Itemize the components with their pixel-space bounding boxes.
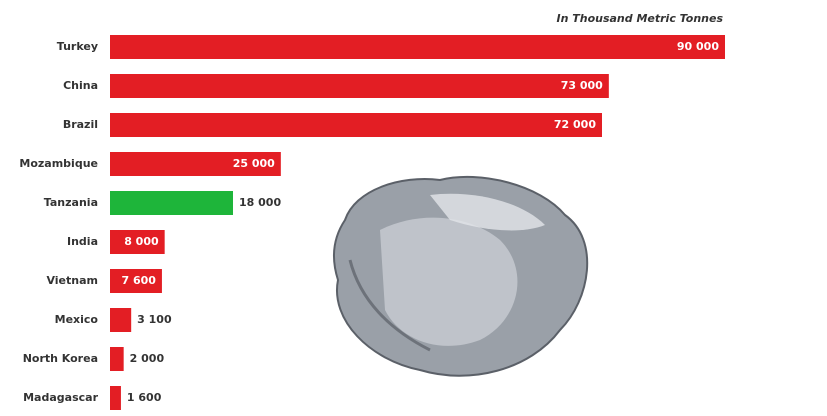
bar [110,269,162,293]
y-tick-label: Tanzania [44,196,98,209]
chart-subtitle: In Thousand Metric Tonnes [556,12,723,25]
y-tick-label: Vietnam [46,274,98,287]
bar [110,347,124,371]
value-label: 8 000 [124,235,159,248]
value-label: 1 600 [127,391,162,404]
bar [110,230,165,254]
bar [110,74,609,98]
bar [110,386,121,410]
y-tick-label: China [63,79,98,92]
value-label: 72 000 [554,118,596,131]
value-label: 25 000 [233,157,275,170]
y-tick-label: North Korea [23,352,98,365]
bar [110,191,233,215]
bar [110,152,281,176]
value-label: 90 000 [677,40,719,53]
value-label: 18 000 [239,196,281,209]
value-label: 73 000 [561,79,603,92]
y-tick-label: Brazil [63,118,98,131]
y-tick-label: Mexico [55,313,99,326]
bar [110,308,132,332]
y-tick-label: India [67,235,98,248]
value-label: 7 600 [121,274,156,287]
bar [110,35,725,59]
y-tick-label: Turkey [57,40,98,53]
y-tick-label: Madagascar [23,391,98,404]
value-label: 3 100 [137,313,172,326]
y-tick-label: Mozambique [19,157,98,170]
value-label: 2 000 [130,352,165,365]
bar [110,113,602,137]
ore-illustration [333,176,589,377]
